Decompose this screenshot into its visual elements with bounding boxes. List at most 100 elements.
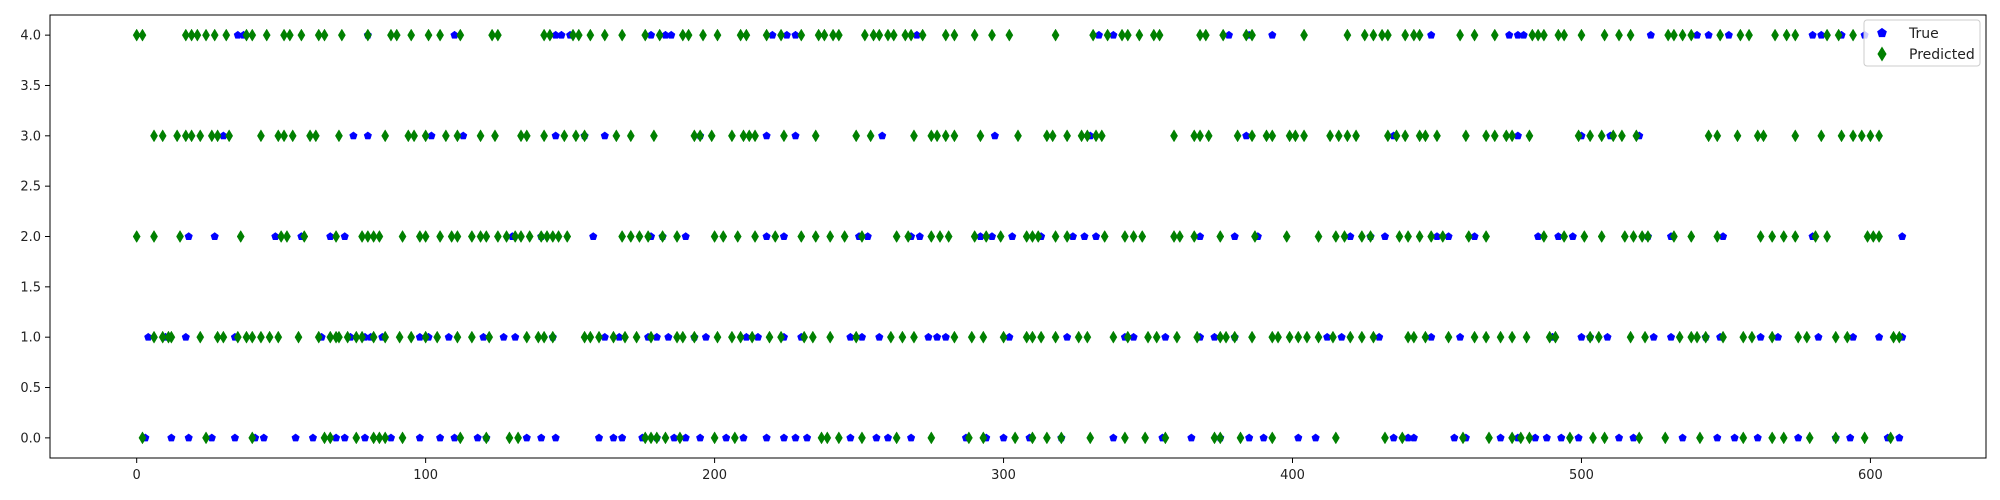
predicted-point	[1415, 28, 1424, 42]
true-point	[499, 332, 508, 341]
predicted-point	[1421, 129, 1430, 143]
predicted-point	[892, 230, 901, 243]
true-point	[1649, 332, 1658, 341]
predicted-point	[1664, 28, 1673, 42]
predicted-point	[814, 28, 823, 42]
predicted-point	[415, 230, 424, 243]
predicted-point	[1629, 230, 1638, 243]
predicted-point	[829, 28, 837, 42]
predicted-point	[1415, 129, 1424, 143]
predicted-point	[661, 431, 670, 445]
predicted-point	[710, 230, 719, 243]
predicted-point	[1618, 129, 1626, 143]
predicted-point	[690, 330, 699, 344]
predicted-point	[1759, 129, 1768, 143]
true-point	[1614, 433, 1624, 442]
predicted-point	[381, 431, 390, 445]
predicted-point	[1138, 230, 1147, 243]
predicted-point	[1768, 230, 1777, 243]
true-point	[1063, 332, 1072, 341]
predicted-point	[728, 330, 736, 344]
predicted-point	[647, 330, 655, 344]
predicted-point	[1779, 431, 1788, 445]
predicted-point	[233, 330, 242, 344]
true-point	[779, 232, 789, 240]
true-point	[349, 131, 358, 140]
predicted-point	[1152, 330, 1161, 344]
predicted-point	[1051, 28, 1060, 42]
predicted-point	[907, 28, 915, 42]
predicted-point	[522, 129, 531, 143]
predicted-point	[410, 129, 418, 143]
predicted-point	[222, 28, 231, 42]
predicted-point	[369, 431, 378, 445]
predicted-point	[1063, 129, 1072, 143]
predicted-point	[1470, 330, 1479, 344]
predicted-point	[1860, 431, 1869, 445]
predicted-point	[1074, 330, 1083, 344]
predicted-point	[1014, 129, 1022, 143]
predicted-point	[1274, 330, 1282, 344]
predicted-point	[652, 431, 661, 445]
y-tick-label: 3.0	[20, 129, 41, 144]
predicted-point	[421, 330, 430, 344]
true-point	[1794, 433, 1803, 442]
predicted-point	[808, 330, 817, 344]
predicted-point	[1502, 129, 1511, 143]
true-point	[1161, 332, 1170, 341]
predicted-point	[1285, 129, 1294, 143]
predicted-point	[826, 230, 835, 243]
x-axis: 0 100 200 300 400 500 600	[133, 458, 1883, 483]
predicted-point	[202, 28, 210, 42]
predicted-point	[447, 230, 456, 243]
true-point	[1756, 332, 1765, 341]
predicted-point	[739, 129, 748, 143]
true-point	[802, 433, 812, 442]
predicted-point	[910, 330, 918, 344]
predicted-point	[1097, 129, 1106, 143]
predicted-point	[548, 230, 557, 243]
true-point	[609, 433, 618, 442]
true-point	[184, 232, 193, 240]
predicted-point	[482, 431, 491, 445]
true-point	[551, 433, 560, 442]
y-tick-label: 1.0	[20, 331, 41, 346]
predicted-point	[970, 230, 979, 243]
true-point	[167, 433, 176, 442]
predicted-point	[395, 330, 404, 344]
predicted-point	[392, 28, 401, 42]
predicted-point	[433, 330, 442, 344]
predicted-point	[1485, 431, 1493, 445]
predicted-point	[626, 129, 635, 143]
predicted-point	[600, 28, 609, 42]
predicted-point	[1346, 330, 1355, 344]
predicted-point	[1834, 28, 1843, 42]
predicted-point	[1360, 28, 1369, 42]
predicted-point	[1635, 431, 1644, 445]
predicted-point	[407, 330, 416, 344]
true-point	[791, 433, 800, 442]
true-point	[473, 433, 482, 442]
predicted-point	[1687, 230, 1696, 243]
predicted-point	[936, 230, 944, 243]
predicted-point	[1109, 330, 1118, 344]
predicted-point	[138, 431, 147, 445]
true-point	[340, 232, 349, 240]
predicted-point	[1791, 129, 1800, 143]
predicted-point	[398, 431, 407, 445]
predicted-point	[1248, 330, 1256, 344]
predicted-point	[979, 330, 988, 344]
predicted-point	[1300, 28, 1308, 42]
predicted-point	[560, 129, 569, 143]
predicted-point	[635, 230, 644, 243]
y-tick-label: 4.0	[20, 29, 41, 44]
predicted-point	[650, 129, 658, 143]
true-point	[1337, 332, 1346, 341]
predicted-point	[193, 28, 202, 42]
predicted-point	[1615, 28, 1623, 42]
predicted-point	[1811, 230, 1820, 243]
true-point	[1568, 232, 1577, 240]
predicted-point	[1464, 230, 1473, 243]
true-point	[990, 131, 999, 140]
predicted-point	[719, 230, 728, 243]
